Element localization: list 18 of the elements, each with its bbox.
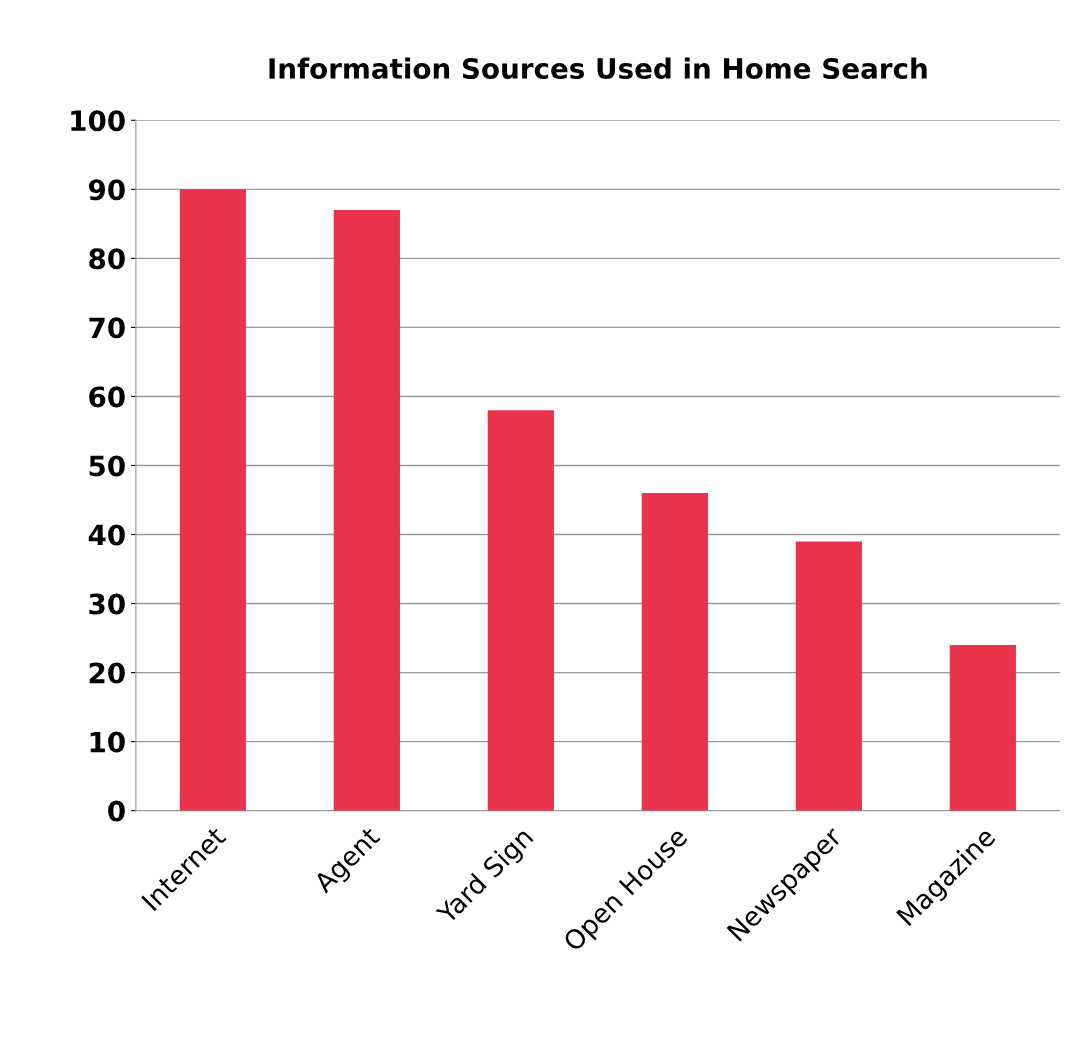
y-tick-label: 80 <box>89 248 125 270</box>
y-tick-label: 100 <box>71 110 125 132</box>
bar <box>179 189 246 811</box>
y-tick-label: 0 <box>108 800 125 822</box>
chart-title: Information Sources Used in Home Search <box>269 57 927 80</box>
y-tick-label: 90 <box>88 179 125 201</box>
y-tick-label: 40 <box>88 524 125 546</box>
y-tick-label: 10 <box>90 731 125 753</box>
bar <box>487 410 554 811</box>
bar <box>949 644 1016 811</box>
bar <box>795 541 862 811</box>
y-tick-label: 50 <box>89 455 125 477</box>
bar <box>641 493 708 811</box>
y-tick-label: 70 <box>89 317 125 339</box>
y-tick-label: 20 <box>89 662 125 684</box>
bar <box>333 210 400 811</box>
y-tick-label: 30 <box>89 593 125 615</box>
y-tick-label: 60 <box>89 386 125 408</box>
